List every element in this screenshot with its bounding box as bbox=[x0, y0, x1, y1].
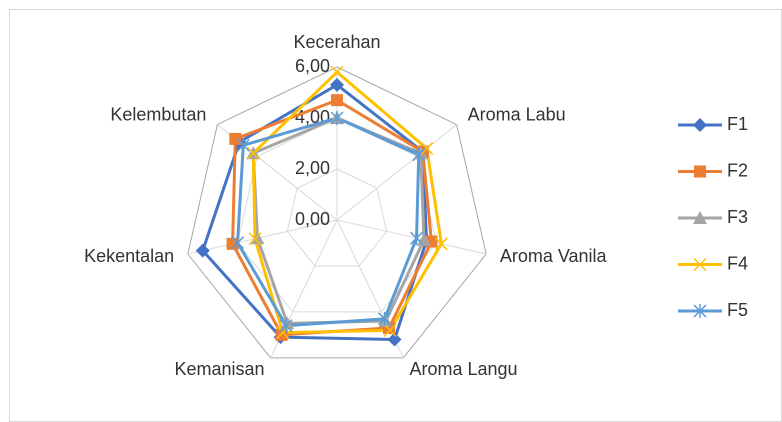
data-point bbox=[246, 146, 260, 160]
data-point bbox=[279, 318, 293, 333]
data-point bbox=[236, 138, 250, 153]
data-point bbox=[378, 311, 392, 326]
marker-stroke bbox=[246, 146, 260, 160]
category-label: Kecerahan bbox=[293, 32, 380, 52]
spoke bbox=[187, 219, 338, 255]
data-point bbox=[330, 65, 344, 79]
marker-stroke bbox=[330, 65, 344, 79]
category-label: Aroma Labu bbox=[468, 105, 566, 125]
legend-marker bbox=[693, 257, 707, 272]
category-label: Aroma Langu bbox=[409, 359, 517, 379]
data-point bbox=[248, 232, 262, 246]
data-point bbox=[229, 132, 242, 145]
data-point bbox=[330, 77, 344, 92]
grid-ring bbox=[286, 168, 388, 267]
data-point bbox=[434, 237, 448, 251]
data-point bbox=[410, 231, 424, 246]
legend-marker bbox=[694, 165, 706, 178]
data-point bbox=[330, 111, 344, 125]
series-line bbox=[251, 70, 443, 335]
grid-ring bbox=[187, 66, 487, 359]
data-point bbox=[231, 235, 245, 250]
data-point bbox=[250, 231, 265, 245]
legend-marker bbox=[693, 211, 707, 224]
tick-label: 2,00 bbox=[295, 158, 330, 178]
marker-stroke bbox=[248, 232, 262, 246]
legend-label: F1 bbox=[727, 114, 748, 134]
data-point bbox=[331, 94, 343, 107]
data-point bbox=[387, 332, 402, 347]
legend-label: F4 bbox=[727, 253, 748, 273]
category-label: Kelembutan bbox=[110, 105, 206, 125]
data-point bbox=[383, 323, 397, 337]
legend-label: F3 bbox=[727, 207, 748, 227]
legend-label: F5 bbox=[727, 300, 748, 320]
category-label: Kekentalan bbox=[84, 246, 174, 266]
marker-stroke bbox=[434, 237, 448, 251]
tick-label: 6,00 bbox=[295, 56, 330, 76]
legend-marker bbox=[693, 118, 707, 132]
series-line bbox=[236, 116, 421, 328]
data-point bbox=[280, 316, 295, 330]
marker-stroke bbox=[420, 141, 434, 155]
data-point bbox=[275, 328, 288, 341]
marker-stroke bbox=[693, 257, 707, 272]
chart-frame bbox=[9, 9, 782, 422]
tick-label: 0,00 bbox=[295, 209, 330, 229]
marker-stroke bbox=[383, 323, 397, 337]
legend-label: F2 bbox=[727, 160, 748, 180]
category-label: Kemanisan bbox=[174, 359, 264, 379]
legend-marker bbox=[693, 304, 707, 318]
data-point bbox=[412, 147, 426, 162]
category-label: Aroma Vanila bbox=[500, 246, 608, 266]
data-point bbox=[420, 141, 434, 155]
spoke bbox=[336, 124, 457, 221]
data-point bbox=[195, 243, 210, 258]
spoke bbox=[336, 219, 487, 255]
